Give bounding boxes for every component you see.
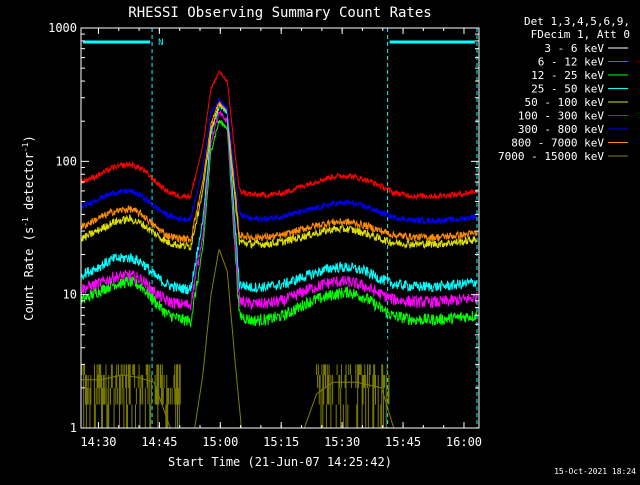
x-tick-label: 16:00 [446, 435, 482, 449]
series-line-800-7000kev [80, 100, 478, 243]
legend-header-line-2: FDecim 1, Att 0 [531, 28, 630, 41]
x-tick-label: 15:00 [202, 435, 238, 449]
legend-entry-label: 300 - 800 keV [518, 123, 604, 136]
y-axis-title-main: Count Rate (s [22, 227, 36, 321]
legend-entry-label: 12 - 25 keV [531, 69, 604, 82]
y-axis-title-end: ) [22, 135, 36, 142]
chart-title: RHESSI Observing Summary Count Rates [128, 5, 431, 21]
legend-entry-label: 6 - 12 keV [538, 56, 605, 69]
x-tick-label: 15:15 [263, 435, 299, 449]
x-tick-label: 15:45 [385, 435, 421, 449]
series-line-100-300kev [80, 70, 477, 201]
y-axis-title-mid: detector [22, 152, 36, 217]
legend-entry-label: 7000 - 15000 keV [498, 150, 604, 163]
legend-entry-label: 25 - 50 keV [531, 83, 604, 96]
series-line-3-6kev [80, 137, 478, 366]
y-axis: 1 10 100 1000 [48, 21, 479, 435]
series-line-300-800kev [81, 96, 477, 225]
legend-entry-label: 3 - 6 keV [544, 42, 604, 55]
y-axis-title-sup2: -1 [21, 142, 30, 152]
x-tick-label: 14:30 [80, 435, 116, 449]
legend-entry-label: 800 - 7000 keV [511, 137, 604, 150]
legend: Det 1,3,4,5,6,9, FDecim 1, Att 0 3 - 6 k… [498, 15, 630, 163]
series-line-6-12kev [80, 109, 478, 311]
y-tick-label: 1 [70, 421, 77, 435]
plot-frame [80, 27, 480, 429]
legend-entry-label: 100 - 300 keV [518, 110, 604, 123]
x-tick-label: 14:45 [141, 435, 177, 449]
y-axis-title-sup1: -1 [21, 217, 30, 227]
x-tick-label: 15:30 [324, 435, 360, 449]
plot-area: N [80, 28, 478, 429]
series-line-50-100kev [80, 102, 478, 251]
series-line-12-25kev [80, 119, 478, 328]
x-axis-title: Start Time (21-Jun-07 14:25:42) [168, 455, 392, 469]
footer-timestamp: 15-Oct-2021 18:24 [554, 467, 636, 476]
night-flag-label: N [158, 38, 163, 48]
y-tick-label: 100 [55, 154, 77, 168]
y-tick-label: 10 [63, 288, 77, 302]
y-tick-label: 1000 [48, 21, 77, 35]
jitter-band-7000-15000kev [80, 364, 390, 428]
y-axis-title: Count Rate (s-1 detector-1) [21, 135, 36, 320]
series-line-25-50kev [80, 104, 478, 296]
x-axis: 14:30 14:45 15:00 15:15 15:30 15:45 16:00 [80, 28, 482, 449]
legend-entry-label: 50 - 100 keV [525, 96, 605, 109]
legend-header-line-1: Det 1,3,4,5,6,9, [524, 15, 630, 28]
